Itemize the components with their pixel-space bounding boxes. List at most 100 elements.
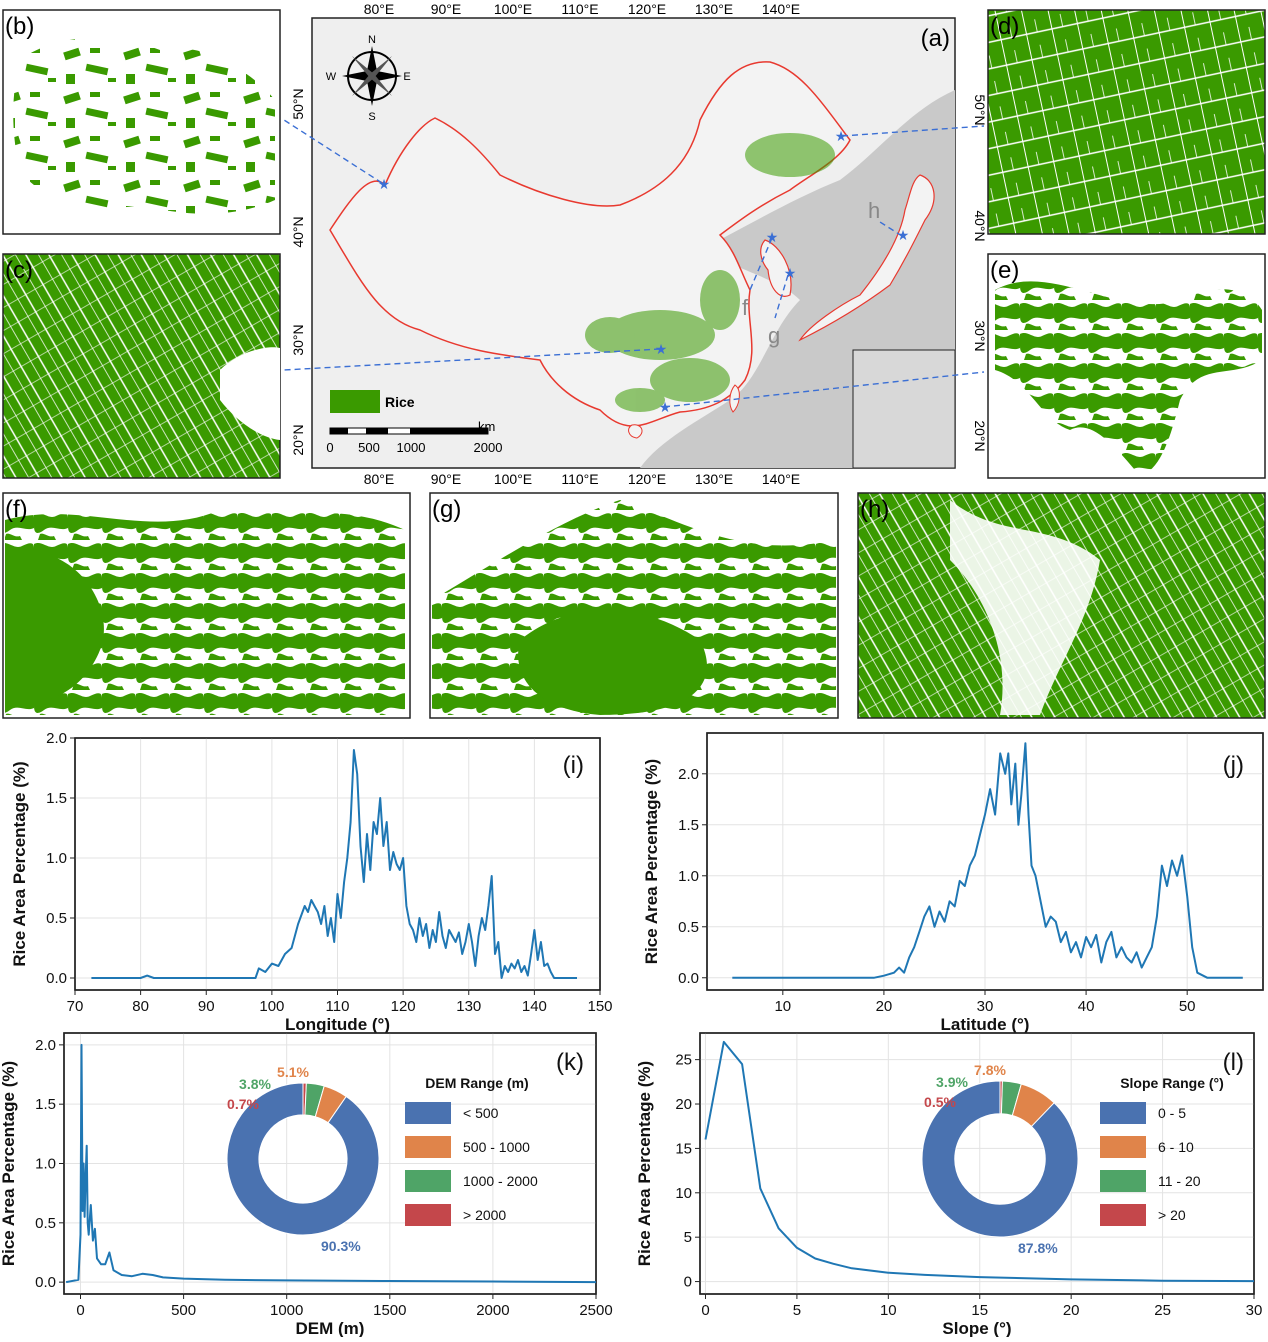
svg-text:90°E: 90°E (431, 1, 462, 17)
svg-text:★: ★ (835, 128, 848, 144)
site-connectors (283, 119, 985, 408)
svg-text:50°N: 50°N (290, 88, 306, 119)
scale-label-500: 500 (358, 440, 380, 455)
panel-label-d: (d) (990, 13, 1019, 40)
x-axis-title: Latitude (°) (941, 1015, 1030, 1034)
svg-text:140°E: 140°E (762, 471, 800, 487)
svg-text:30°N: 30°N (290, 324, 306, 355)
x-axis-title: Slope (°) (942, 1319, 1011, 1337)
compass-w: W (326, 71, 337, 83)
panel-b: (b) (2, 9, 281, 235)
y-tick-label: 1.5 (46, 790, 67, 807)
y-tick-label: 0.5 (35, 1215, 56, 1232)
x-tick-label: 0 (76, 1302, 84, 1319)
pie-value-label: 7.8% (974, 1062, 1006, 1078)
pie-legend-swatch (1100, 1170, 1146, 1192)
y-axis-title: Rice Area Percentage (%) (10, 761, 29, 966)
svg-text:20°N: 20°N (290, 424, 306, 455)
y-tick-label: 1.0 (678, 868, 699, 885)
pie-slice (921, 1080, 1079, 1238)
x-tick-label: 15 (971, 1302, 988, 1319)
y-tick-label: 2.0 (678, 766, 699, 783)
panel-label-k: (k) (556, 1049, 584, 1076)
pie-legend-label: > 2000 (463, 1207, 506, 1223)
svg-text:90°E: 90°E (431, 471, 462, 487)
scale-label-2000: 2000 (474, 440, 503, 455)
korea-outline (760, 239, 792, 297)
chart-latitude: 10 20 30 40 50 0.0 0.5 1.0 1.5 2.0 Latitude (°) Ric… (642, 732, 1264, 1034)
y-tick-label: 0.5 (678, 919, 699, 936)
scale-label-1000: 1000 (397, 440, 426, 455)
compass-rose: N S E W (326, 34, 411, 123)
pie-value-label: 0.5% (924, 1094, 956, 1110)
panel-label-g: (g) (432, 496, 461, 523)
y-tick-label: 20 (675, 1096, 692, 1113)
site-label-f: f (742, 295, 749, 320)
pie-value-label: 0.7% (227, 1096, 259, 1112)
panel-e: (e) (987, 253, 1266, 479)
x-tick-label: 2000 (476, 1302, 509, 1319)
site-markers: ★ ★ ★ ★ ★ ★ ★ (378, 128, 910, 415)
pie-legend-swatch (1100, 1204, 1146, 1226)
x-axis-title: DEM (m) (296, 1319, 365, 1337)
compass-s: S (368, 111, 375, 123)
plot-border (699, 1032, 1255, 1295)
pie-legend-label: > 20 (1158, 1207, 1186, 1223)
y-tick-label: 1.0 (35, 1156, 56, 1173)
y-axis-title: Rice Area Percentage (%) (635, 1061, 654, 1266)
scale-unit: km (478, 419, 495, 434)
svg-text:130°E: 130°E (695, 471, 733, 487)
svg-text:140°E: 140°E (762, 1, 800, 17)
panel-label-f: (f) (5, 496, 28, 523)
pie-legend-label: 1000 - 2000 (463, 1173, 538, 1189)
svg-text:110°E: 110°E (561, 471, 598, 487)
pie-legend-swatch (1100, 1136, 1146, 1158)
series-line (732, 742, 1243, 979)
y-tick-label: 0.5 (46, 910, 67, 927)
y-tick-label: 0.0 (46, 970, 67, 987)
panel-f: (f) (2, 492, 411, 719)
panel-label-a: (a) (921, 25, 950, 52)
svg-text:120°E: 120°E (628, 471, 666, 487)
y-tick-label: 1.5 (678, 817, 699, 834)
y-axis-title: Rice Area Percentage (%) (0, 1061, 18, 1266)
x-tick-label: 150 (587, 998, 612, 1015)
svg-text:80°E: 80°E (364, 471, 395, 487)
pie-value-label: 3.8% (239, 1076, 271, 1092)
series-line (704, 1040, 1255, 1283)
svg-text:120°E: 120°E (628, 1, 666, 17)
svg-text:100°E: 100°E (494, 1, 532, 17)
x-tick-label: 10 (774, 998, 791, 1015)
y-tick-label: 1.0 (46, 850, 67, 867)
pie-slice (314, 1085, 347, 1124)
x-tick-label: 90 (198, 998, 215, 1015)
x-tick-label: 100 (259, 998, 284, 1015)
svg-text:★: ★ (378, 176, 391, 192)
map-lon-ticks-top: 80°E 90°E 100°E 110°E 120°E 130°E 140°E (364, 1, 800, 17)
panel-label-j: (j) (1223, 752, 1244, 779)
x-axis-title: Longitude (°) (285, 1015, 390, 1034)
japan-outline (798, 174, 935, 342)
svg-text:40°N: 40°N (290, 216, 306, 247)
map-panel: N S E W Rice 0 500 1000 2000 km ★ ★ ★ ★ … (283, 1, 988, 487)
panel-label-h: (h) (860, 496, 889, 523)
scale-bar: 0 500 1000 2000 km (326, 419, 502, 455)
x-tick-label: 50 (1179, 998, 1196, 1015)
y-tick-label: 10 (675, 1185, 692, 1202)
map-lat-ticks-left: 50°N 40°N 30°N 20°N (290, 88, 306, 455)
svg-text:20°N: 20°N (972, 420, 988, 451)
plot-border (706, 732, 1264, 991)
panel-label-i: (i) (563, 752, 584, 779)
hainan-outline (628, 424, 643, 439)
svg-text:40°N: 40°N (972, 210, 988, 241)
y-tick-label: 0 (684, 1274, 692, 1291)
pie-slice (226, 1082, 380, 1236)
scale-label-0: 0 (326, 440, 333, 455)
pie-value-label: 90.3% (321, 1238, 361, 1254)
plot-area (699, 1032, 1255, 1295)
x-tick-label: 0 (701, 1302, 709, 1319)
pie-legend-swatch (405, 1102, 451, 1124)
compass-e: E (403, 71, 410, 83)
x-tick-label: 500 (171, 1302, 196, 1319)
x-tick-label: 130 (456, 998, 481, 1015)
